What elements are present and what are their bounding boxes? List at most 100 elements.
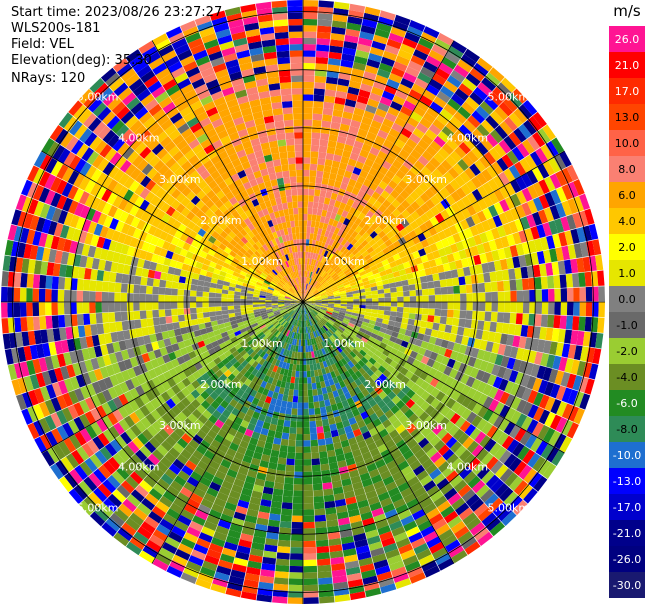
velocity-gate bbox=[298, 314, 301, 321]
velocity-gate bbox=[318, 196, 326, 204]
velocity-gate bbox=[303, 125, 312, 133]
velocity-gate bbox=[361, 321, 369, 327]
velocity-gate bbox=[323, 340, 329, 347]
velocity-gate bbox=[400, 77, 414, 89]
velocity-gate bbox=[172, 274, 180, 283]
velocity-gate bbox=[401, 209, 411, 219]
velocity-gate bbox=[445, 470, 459, 483]
velocity-gate bbox=[432, 118, 446, 131]
velocity-gate bbox=[306, 364, 311, 372]
velocity-gate bbox=[274, 359, 281, 367]
velocity-gate bbox=[335, 329, 343, 336]
velocity-gate bbox=[305, 277, 309, 284]
velocity-gate bbox=[297, 396, 303, 403]
velocity-gate bbox=[286, 401, 293, 409]
velocity-gate bbox=[323, 346, 329, 354]
velocity-gate bbox=[497, 506, 513, 522]
velocity-gate bbox=[349, 442, 360, 452]
velocity-gate bbox=[177, 314, 185, 322]
velocity-gate bbox=[312, 344, 317, 352]
velocity-gate bbox=[283, 335, 288, 343]
velocity-gate bbox=[349, 255, 357, 263]
velocity-gate bbox=[248, 554, 263, 563]
velocity-gate bbox=[331, 480, 343, 489]
velocity-gate bbox=[450, 457, 464, 471]
velocity-gate bbox=[251, 431, 261, 440]
velocity-gate bbox=[485, 133, 499, 148]
velocity-gate bbox=[413, 486, 427, 498]
velocity-gate bbox=[307, 294, 314, 299]
velocity-gate bbox=[346, 22, 362, 32]
velocity-gate bbox=[337, 168, 346, 177]
velocity-gate bbox=[346, 273, 354, 280]
velocity-gate bbox=[314, 343, 319, 351]
velocity-gate bbox=[400, 127, 413, 139]
velocity-gate bbox=[312, 363, 318, 371]
velocity-gate bbox=[469, 522, 486, 536]
velocity-gate bbox=[374, 246, 383, 254]
velocity-gate bbox=[494, 125, 509, 140]
velocity-gate bbox=[237, 466, 249, 476]
velocity-gate bbox=[355, 279, 363, 285]
velocity-gate bbox=[306, 291, 311, 297]
velocity-gate bbox=[440, 339, 449, 349]
velocity-gate bbox=[244, 428, 254, 438]
velocity-gate bbox=[476, 418, 488, 432]
velocity-gate bbox=[384, 409, 395, 419]
velocity-gate bbox=[353, 325, 361, 331]
velocity-gate bbox=[382, 226, 391, 235]
velocity-gate bbox=[391, 208, 402, 218]
velocity-gate bbox=[240, 419, 250, 429]
velocity-gate bbox=[221, 289, 229, 295]
velocity-gate bbox=[498, 378, 509, 392]
velocity-gate bbox=[573, 179, 585, 196]
velocity-gate bbox=[415, 196, 426, 207]
velocity-gate bbox=[390, 492, 403, 503]
velocity-gate bbox=[422, 334, 431, 343]
velocity-gate bbox=[453, 64, 469, 78]
velocity-gate bbox=[294, 351, 298, 359]
velocity-gate bbox=[321, 326, 327, 333]
velocity-gate bbox=[531, 166, 544, 182]
velocity-gate bbox=[318, 221, 325, 230]
velocity-gate bbox=[445, 278, 454, 287]
velocity-gate bbox=[389, 520, 403, 531]
velocity-gate bbox=[475, 329, 484, 340]
velocity-gate bbox=[427, 172, 439, 184]
velocity-gate bbox=[561, 200, 573, 216]
velocity-gate bbox=[277, 353, 283, 361]
velocity-gate bbox=[489, 521, 506, 537]
velocity-gate bbox=[310, 325, 315, 332]
velocity-gate bbox=[388, 32, 404, 44]
velocity-gate bbox=[371, 353, 380, 362]
velocity-gate bbox=[408, 313, 416, 320]
velocity-gate bbox=[379, 254, 387, 262]
velocity-gate bbox=[422, 442, 434, 454]
velocity-gate bbox=[304, 290, 308, 297]
velocity-gate bbox=[549, 383, 561, 399]
velocity-gate bbox=[360, 511, 373, 521]
velocity-gate bbox=[158, 294, 165, 302]
velocity-gate bbox=[585, 302, 593, 317]
velocity-gate bbox=[347, 375, 355, 384]
velocity-gate bbox=[57, 315, 66, 328]
velocity-gate bbox=[341, 210, 349, 218]
velocity-gate bbox=[500, 355, 510, 368]
velocity-gate bbox=[464, 167, 476, 180]
velocity-gate bbox=[274, 476, 285, 484]
velocity-gate bbox=[326, 70, 339, 79]
velocity-gate bbox=[377, 102, 390, 113]
velocity-gate bbox=[323, 197, 331, 205]
velocity-gate bbox=[275, 425, 284, 433]
velocity-gate bbox=[431, 44, 448, 57]
velocity-gate bbox=[334, 96, 346, 105]
velocity-gate bbox=[158, 302, 165, 310]
velocity-gate bbox=[350, 172, 360, 182]
velocity-gate bbox=[409, 111, 423, 123]
velocity-gate bbox=[461, 408, 472, 420]
velocity-gate bbox=[366, 350, 375, 358]
velocity-gate bbox=[377, 443, 388, 454]
velocity-gate bbox=[145, 294, 153, 302]
velocity-gate bbox=[304, 283, 307, 290]
velocity-gate bbox=[478, 292, 486, 302]
